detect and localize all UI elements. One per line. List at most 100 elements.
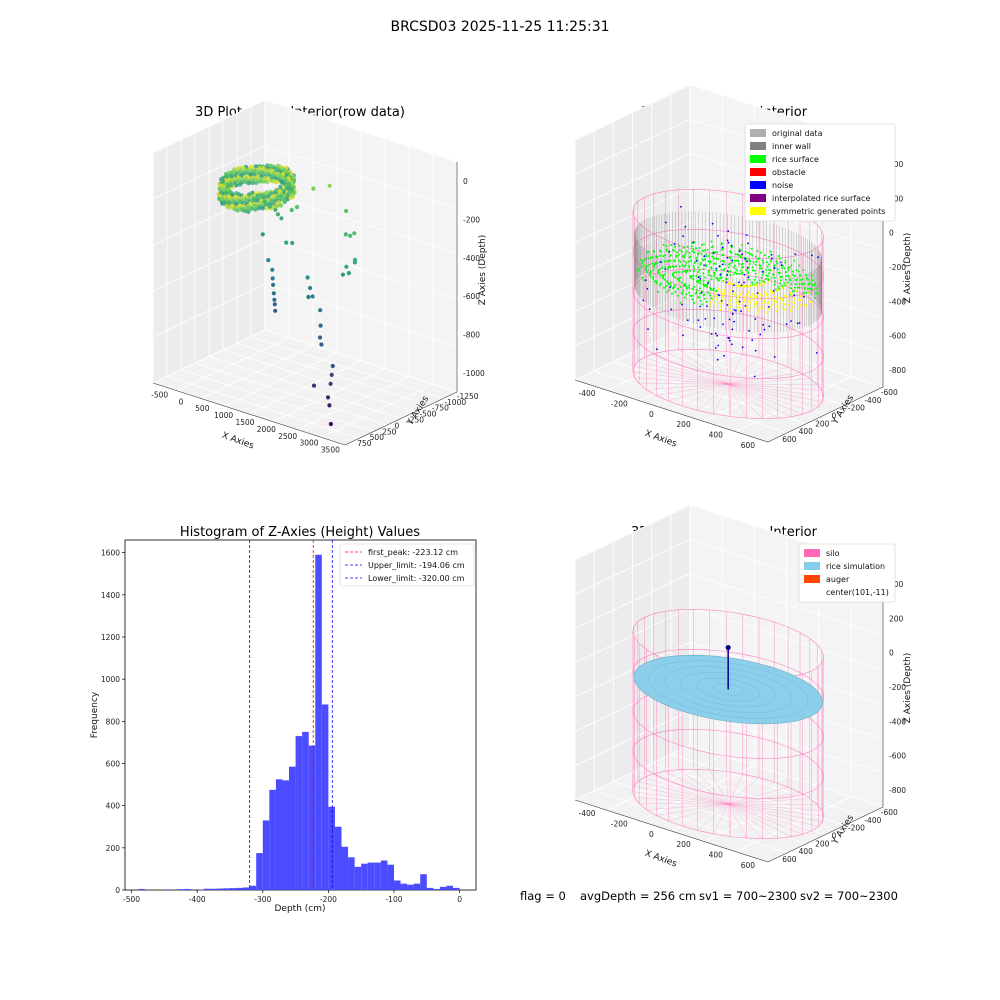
rice-surface-point	[788, 266, 791, 269]
symmetric-generated-point	[713, 292, 716, 295]
x-tick-label: -200	[320, 895, 337, 904]
rice-surface-point	[676, 251, 678, 254]
rice-surface-point	[645, 269, 647, 272]
z-tick-label: -800	[889, 366, 906, 375]
rice-surface-point	[784, 261, 787, 264]
rice-surface-point	[704, 258, 707, 261]
legend-label: Lower_limit: -320.00 cm	[368, 574, 465, 583]
rice-surface-point	[670, 284, 672, 287]
x-tick-label: 400	[709, 851, 724, 860]
rice-surface-point	[652, 278, 655, 280]
rice-surface-point	[748, 258, 751, 261]
y-tick-label: 200	[815, 419, 830, 428]
grid-line	[574, 641, 691, 698]
rice-surface-point	[699, 279, 702, 282]
symmetric-generated-point	[734, 291, 737, 294]
raw-3d-tick-labels: -500050010001500200025003000350075050025…	[151, 177, 485, 454]
y-tick-label: 0	[832, 832, 837, 841]
grid-line	[180, 369, 374, 433]
raw-data-point	[266, 258, 271, 263]
rice-surface-point	[784, 284, 786, 287]
rice-surface-point	[702, 272, 705, 275]
rice-surface-point	[798, 286, 801, 289]
rice-surface-point	[672, 287, 674, 290]
rice-surface-point	[776, 268, 779, 271]
x-tick-label: 3000	[299, 439, 318, 448]
noise-point	[699, 277, 702, 280]
raw-data-point	[272, 297, 277, 302]
grid-line	[264, 329, 458, 393]
y-tick-label: -500	[419, 410, 436, 419]
rice-surface-point	[784, 278, 787, 281]
rice-surface-point	[760, 267, 763, 270]
noise-point	[682, 334, 684, 337]
silo-floor-spoke	[678, 769, 729, 805]
rice-surface-point	[677, 271, 680, 273]
rice-surface-point	[657, 272, 660, 275]
rice-surface-point	[740, 249, 743, 252]
rice-surface-point	[648, 272, 651, 274]
symmetric-generated-point	[790, 301, 793, 304]
raw-surface-point	[237, 182, 243, 187]
x-tick-label: -400	[189, 895, 206, 904]
rice-surface-point	[739, 272, 742, 275]
symmetric-generated-point	[737, 284, 740, 287]
classify-3d-tick-labels: -400-20002004006006004002000-200-400-600…	[579, 160, 907, 450]
noise-point	[759, 333, 762, 336]
y-tick-label: 1000	[101, 675, 120, 684]
symmetric-generated-point	[781, 286, 784, 289]
grid-line	[264, 191, 458, 255]
silo-floor-spoke	[697, 383, 729, 411]
noise-point	[733, 284, 735, 287]
rice-surface-point	[776, 262, 779, 265]
axis-line	[767, 806, 884, 863]
status-sv1: sv1 = 700~2300	[699, 889, 797, 903]
z-tick-label: 400	[889, 580, 904, 589]
noise-point	[648, 308, 651, 311]
axis-line	[767, 386, 884, 443]
legend-label: Upper_limit: -194.06 cm	[368, 561, 465, 570]
rice-surface-point	[663, 273, 666, 276]
raw-data-point	[305, 275, 310, 280]
rice-surface-point	[699, 282, 702, 285]
y-tick-label: -600	[881, 808, 898, 817]
rice-surface-point	[652, 266, 655, 269]
rice-surface-point	[711, 255, 714, 258]
legend-swatch	[750, 168, 766, 176]
symmetric-generated-point	[796, 307, 799, 310]
symmetric-generated-point	[760, 283, 763, 286]
rice-surface-point	[649, 256, 652, 259]
rice-mesh-line	[664, 666, 792, 713]
histogram-bar	[216, 888, 224, 890]
x-tick-label: 1000	[214, 411, 233, 420]
rice-surface-point	[685, 285, 688, 288]
noise-point	[751, 339, 754, 342]
symmetric-generated-point	[773, 295, 776, 298]
grid-line	[208, 356, 402, 419]
symmetric-generated-point	[737, 306, 740, 309]
noise-point	[706, 305, 708, 307]
rice-surface-point	[787, 269, 790, 272]
z-tick-label: -200	[889, 683, 906, 692]
silo-floor-spoke	[646, 803, 729, 810]
histogram-bar	[315, 554, 322, 890]
symmetric-generated-point	[716, 298, 719, 301]
y-tick-label: 250	[382, 427, 397, 436]
rice-surface-point	[673, 260, 676, 263]
symmetric-generated-point	[763, 299, 766, 302]
silo-floor-spoke	[682, 803, 729, 827]
rice-surface-point	[663, 260, 666, 263]
rice-surface-point	[668, 288, 671, 291]
rice-surface-point	[710, 288, 713, 291]
silo-floor-spoke	[728, 798, 810, 805]
noise-point	[738, 250, 741, 253]
rice-surface-point	[751, 266, 754, 269]
rice-surface-point	[680, 250, 683, 253]
legend-label: first_peak: -223.12 cm	[368, 548, 458, 557]
y-tick-label: 1200	[101, 633, 120, 642]
rice-surface-point	[701, 249, 704, 252]
noise-point	[715, 267, 718, 270]
classify-3d-plot: 3D classify of Silo Interior -400-200020…	[574, 84, 913, 450]
z-tick-label: -800	[889, 786, 906, 795]
y-tick-label: -1250	[457, 392, 479, 401]
